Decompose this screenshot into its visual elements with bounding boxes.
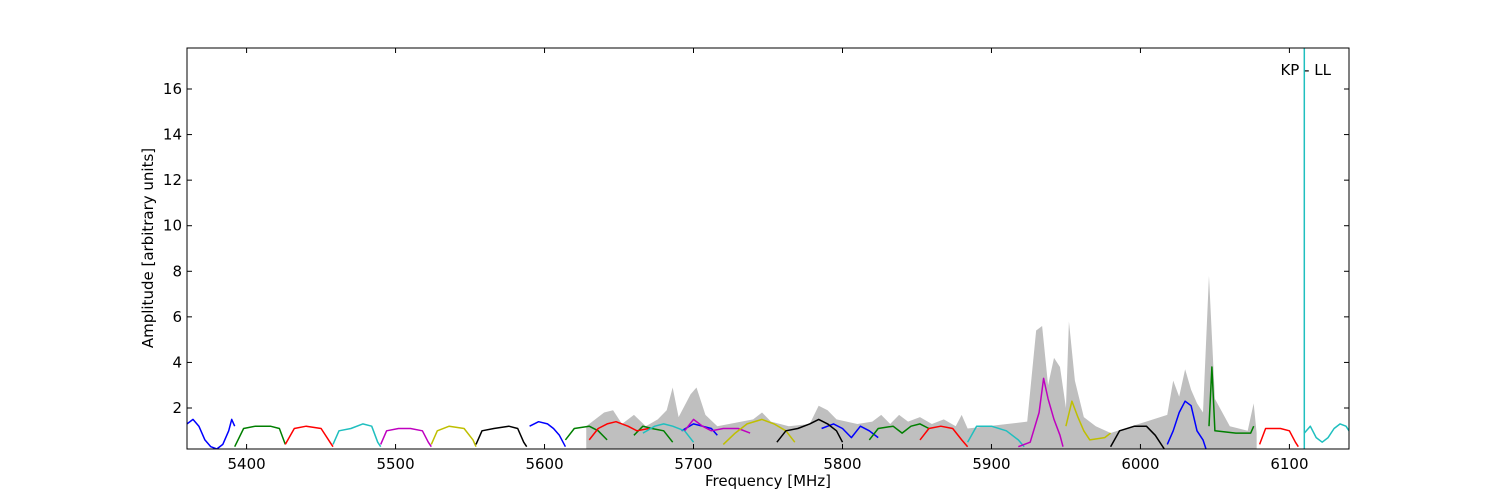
x-tick-label: 5800 <box>823 455 861 473</box>
x-tick-label: 6100 <box>1270 455 1308 473</box>
series-line <box>187 418 236 449</box>
series-layer <box>187 48 1349 449</box>
series-line <box>684 418 751 434</box>
series-line <box>1065 400 1112 441</box>
plot-background <box>187 48 1349 449</box>
series-line <box>380 427 432 448</box>
series-line <box>475 425 528 448</box>
series-line <box>1303 423 1349 443</box>
y-axis-label: Amplitude [arbitrary units] <box>139 148 157 348</box>
x-tick-label: 5700 <box>674 455 712 473</box>
y-tick-label: 4 <box>172 353 182 371</box>
series-line <box>1208 366 1255 434</box>
series-line <box>588 420 649 441</box>
y-axis: 2 4 6 8 10 12 14 16 <box>163 80 1349 417</box>
x-axis: 5400 5500 5600 5700 5800 5900 6000 6100 <box>227 48 1309 473</box>
y-tick-label: 14 <box>163 126 182 144</box>
series-line <box>564 425 608 441</box>
series-line <box>776 418 844 443</box>
y-tick-label: 6 <box>172 308 182 326</box>
series-line <box>966 425 1025 448</box>
plot-frame <box>186 47 1350 450</box>
envelope-layer <box>586 275 1257 449</box>
x-axis-label: Frequency [MHz] <box>705 472 831 490</box>
series-line <box>868 423 930 441</box>
series-line <box>642 423 695 443</box>
series-line <box>1258 427 1299 448</box>
series-line <box>332 423 382 448</box>
envelope-area <box>586 275 1257 449</box>
y-tick-label: 16 <box>163 80 182 98</box>
x-tick-label: 5900 <box>972 455 1010 473</box>
series-line <box>1109 425 1165 449</box>
series-line <box>529 420 567 448</box>
plot-area <box>187 48 1349 449</box>
series-line <box>919 425 969 448</box>
series-line <box>821 423 879 439</box>
y-tick-label: 12 <box>163 171 182 189</box>
y-tick-label: 2 <box>172 399 182 417</box>
x-tick-label: 5500 <box>376 455 414 473</box>
series-line <box>430 425 477 448</box>
y-tick-label: 10 <box>163 217 182 235</box>
x-tick-label: 6000 <box>1121 455 1159 473</box>
annotation-label: KP - LL <box>1280 61 1331 79</box>
series-line <box>1018 377 1064 448</box>
series-line <box>1166 400 1207 449</box>
y-tick-label: 8 <box>172 262 182 280</box>
series-line <box>234 425 287 448</box>
series-line <box>284 425 334 448</box>
x-tick-label: 5600 <box>525 455 563 473</box>
x-tick-label: 5400 <box>227 455 265 473</box>
